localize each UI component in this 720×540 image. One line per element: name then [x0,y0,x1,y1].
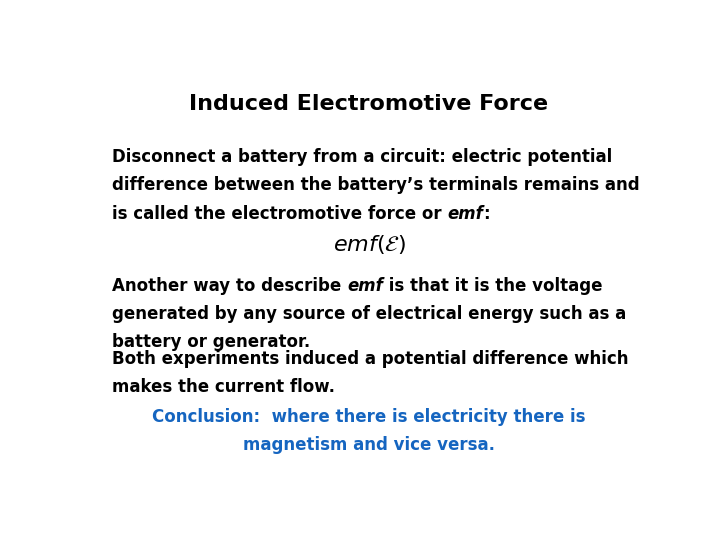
Text: emf: emf [347,277,383,295]
Text: Another way to describe: Another way to describe [112,277,347,295]
Text: battery or generator.: battery or generator. [112,333,310,352]
Text: difference between the battery’s terminals remains and: difference between the battery’s termina… [112,176,640,194]
Text: is called the electromotive force or: is called the electromotive force or [112,205,448,222]
Text: emf: emf [448,205,484,222]
Text: makes the current flow.: makes the current flow. [112,378,336,396]
Text: Disconnect a battery from a circuit: electric potential: Disconnect a battery from a circuit: ele… [112,148,613,166]
Text: Both experiments induced a potential difference which: Both experiments induced a potential dif… [112,349,629,368]
Text: $emf(\mathcal{E})$: $emf(\mathcal{E})$ [333,233,405,256]
Text: magnetism and vice versa.: magnetism and vice versa. [243,436,495,454]
Text: Conclusion:  where there is electricity there is: Conclusion: where there is electricity t… [152,408,586,426]
Text: generated by any source of electrical energy such as a: generated by any source of electrical en… [112,305,626,323]
Text: Induced Electromotive Force: Induced Electromotive Force [189,94,549,114]
Text: is that it is the voltage: is that it is the voltage [383,277,603,295]
Text: :: : [484,205,490,222]
